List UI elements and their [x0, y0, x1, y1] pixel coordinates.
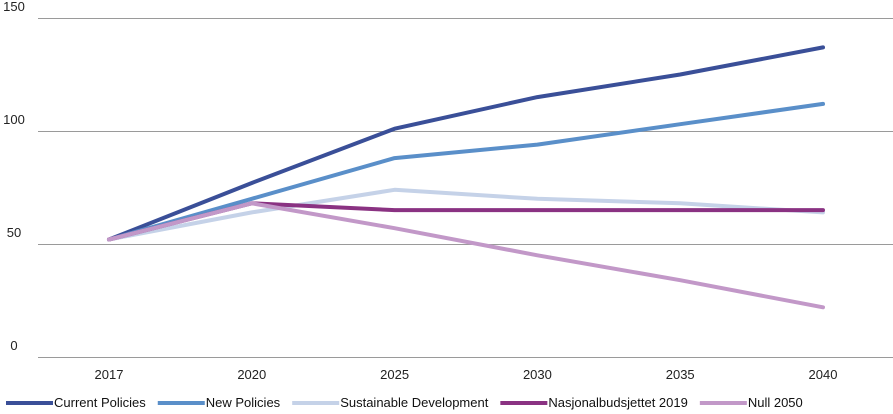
series-line-1 — [107, 45, 825, 242]
x-tick-label: 2020 — [237, 367, 266, 382]
series-line-3 — [107, 187, 825, 242]
y-tick-label: 0 — [10, 338, 17, 353]
legend-item: Null 2050 — [699, 395, 803, 410]
legend-item: Nasjonalbudsjettet 2019 — [500, 395, 688, 410]
x-tick-label: 2025 — [380, 367, 409, 382]
x-tick-label: 2040 — [809, 367, 838, 382]
y-tick-label: 50 — [7, 225, 21, 240]
legend-label: Null 2050 — [748, 395, 803, 410]
x-tick-label: 2035 — [666, 367, 695, 382]
legend-item: Sustainable Development — [292, 395, 489, 410]
y-tick-label: 150 — [3, 0, 25, 14]
series-line-5 — [107, 201, 825, 310]
legend-label: New Policies — [206, 395, 281, 410]
legend-label: Current Policies — [54, 395, 146, 410]
legend-label: Nasjonalbudsjettet 2019 — [548, 395, 688, 410]
x-tick-label: 2030 — [523, 367, 552, 382]
legend-item: Current Policies — [6, 395, 146, 410]
legend-item: New Policies — [157, 395, 281, 410]
grid-layer — [38, 18, 893, 358]
legend: Current Policies New Policies Sustainable … — [6, 395, 803, 410]
x-axis: 2017 2020 2025 2030 2035 2040 — [95, 367, 838, 382]
series-layer — [107, 45, 825, 310]
y-axis: 0 50 100 150 — [3, 0, 25, 353]
legend-label: Sustainable Development — [340, 395, 489, 410]
y-tick-label: 100 — [3, 112, 25, 127]
series-line-2 — [107, 101, 825, 242]
x-tick-label: 2017 — [95, 367, 124, 382]
